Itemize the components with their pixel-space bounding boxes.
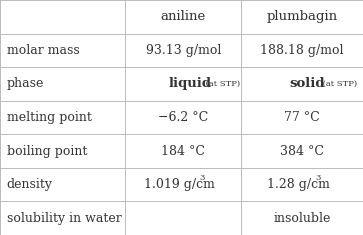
Text: (at STP): (at STP): [321, 80, 358, 88]
Text: liquid: liquid: [169, 77, 212, 90]
Text: aniline: aniline: [161, 10, 206, 23]
Text: 3: 3: [200, 174, 205, 182]
Text: 3: 3: [315, 174, 320, 182]
Text: phase: phase: [7, 77, 44, 90]
Text: (at STP): (at STP): [203, 80, 240, 88]
Text: 1.28 g/cm: 1.28 g/cm: [267, 178, 330, 191]
Text: insoluble: insoluble: [273, 212, 331, 225]
Text: plumbagin: plumbagin: [267, 10, 338, 23]
Text: boiling point: boiling point: [7, 145, 87, 158]
Text: melting point: melting point: [7, 111, 91, 124]
Text: solid: solid: [290, 77, 325, 90]
Text: 77 °C: 77 °C: [284, 111, 320, 124]
Text: density: density: [7, 178, 53, 191]
Text: solubility in water: solubility in water: [7, 212, 121, 225]
Text: −6.2 °C: −6.2 °C: [158, 111, 208, 124]
Text: 93.13 g/mol: 93.13 g/mol: [146, 44, 221, 57]
Text: 1.019 g/cm: 1.019 g/cm: [144, 178, 215, 191]
Text: 184 °C: 184 °C: [161, 145, 205, 158]
Text: molar mass: molar mass: [7, 44, 79, 57]
Text: 188.18 g/mol: 188.18 g/mol: [260, 44, 344, 57]
Text: 384 °C: 384 °C: [280, 145, 324, 158]
